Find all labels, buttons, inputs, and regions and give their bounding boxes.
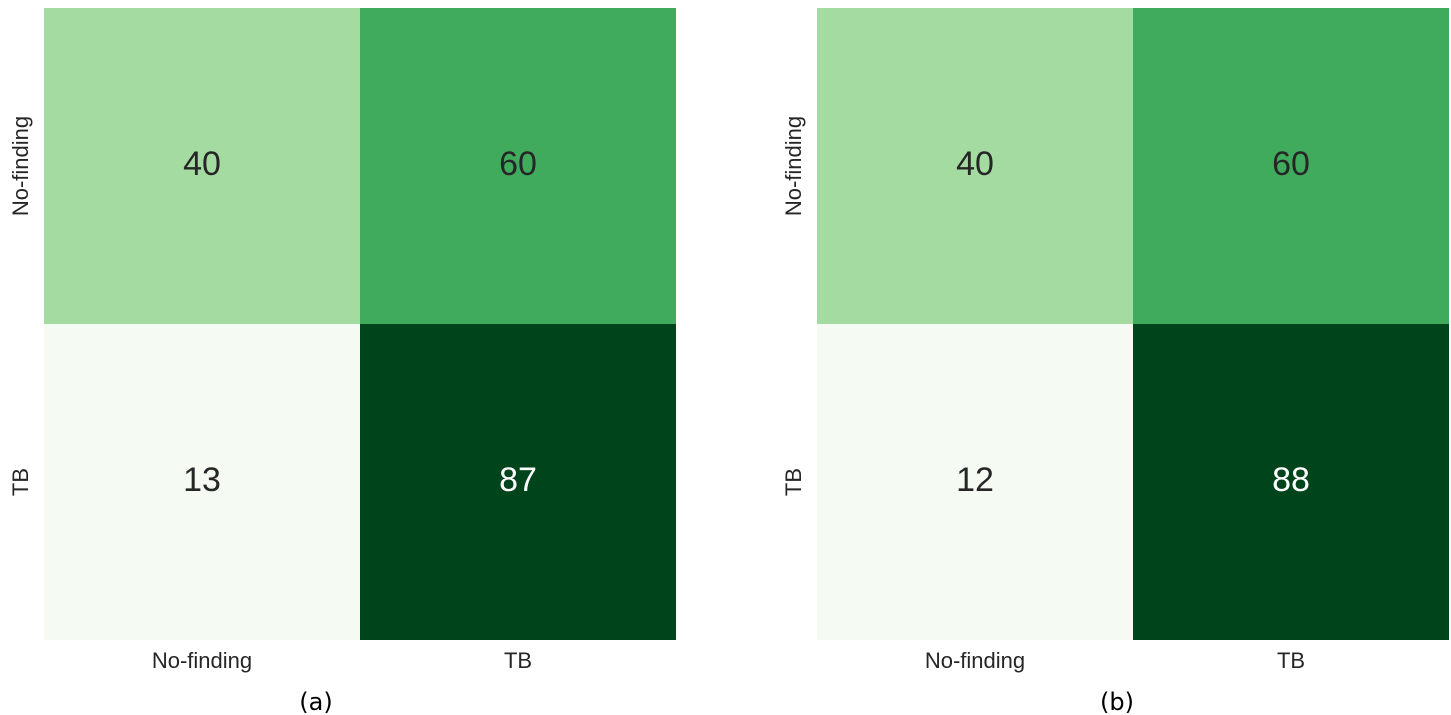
x-tick-label: TB: [504, 648, 532, 673]
cell-label: 88: [1272, 461, 1310, 499]
caption: (b): [1100, 688, 1134, 715]
y-tick-label: No-finding: [781, 116, 806, 216]
cell-label: 12: [956, 461, 994, 499]
y-tick-label: TB: [781, 468, 806, 496]
cell-label: 87: [499, 461, 537, 499]
heatmap-cell: [44, 324, 360, 640]
x-tick-label: TB: [1277, 648, 1305, 673]
heatmap-cell: [1133, 324, 1449, 640]
cell-label: 40: [183, 145, 221, 183]
heatmap-cell: [44, 8, 360, 324]
heatmap-cell: [817, 324, 1133, 640]
y-tick-label: TB: [8, 468, 33, 496]
cell-label: 60: [499, 145, 537, 183]
heatmap-cell: [360, 8, 676, 324]
cell-label: 40: [956, 145, 994, 183]
y-tick-label: No-finding: [8, 116, 33, 216]
heatmap-cell: [817, 8, 1133, 324]
x-tick-label: No-finding: [152, 648, 252, 673]
heatmap-cell: [360, 324, 676, 640]
cell-label: 60: [1272, 145, 1310, 183]
caption: (a): [299, 688, 332, 715]
cell-label: 13: [183, 461, 221, 499]
heatmap-cell: [1133, 8, 1449, 324]
x-tick-label: No-finding: [925, 648, 1025, 673]
